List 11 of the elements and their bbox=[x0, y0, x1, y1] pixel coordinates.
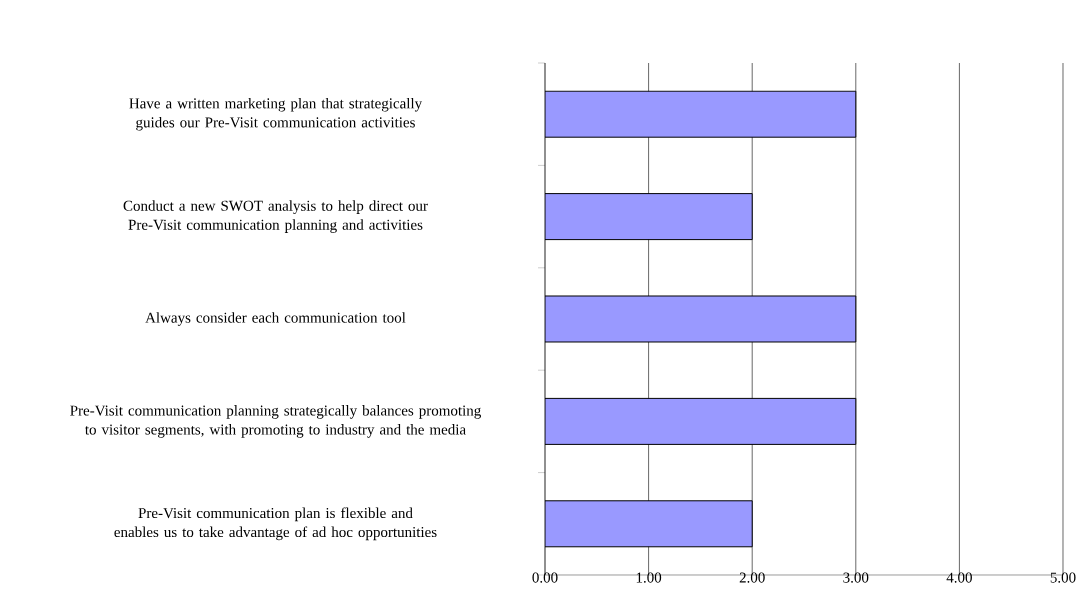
y-tick-label: Always consider each communication tool bbox=[145, 312, 406, 326]
x-tick-label: 0.00 bbox=[532, 572, 558, 583]
y-tick-label: Pre-Visit communication planning strategically balances promoting to visitor segments, with promoting to industry and the media bbox=[70, 405, 481, 438]
x-tick-label: 4.00 bbox=[946, 572, 972, 583]
x-tick-label: 2.00 bbox=[739, 572, 765, 583]
y-tick-label: Conduct a new SWOT analysis to help direct our Pre-Visit communication planning and activities bbox=[123, 200, 428, 233]
x-tick-label: 1.00 bbox=[636, 572, 662, 583]
x-tick-label: 3.00 bbox=[843, 572, 869, 583]
y-tick-label: Pre-Visit communication plan is flexible and enables us to take advantage of ad hoc opportunities bbox=[114, 507, 437, 541]
y-tick-label: Have a written marketing plan that strategically guides our Pre-Visit communication activities bbox=[129, 97, 423, 131]
x-tick-label: 5.00 bbox=[1050, 572, 1076, 583]
